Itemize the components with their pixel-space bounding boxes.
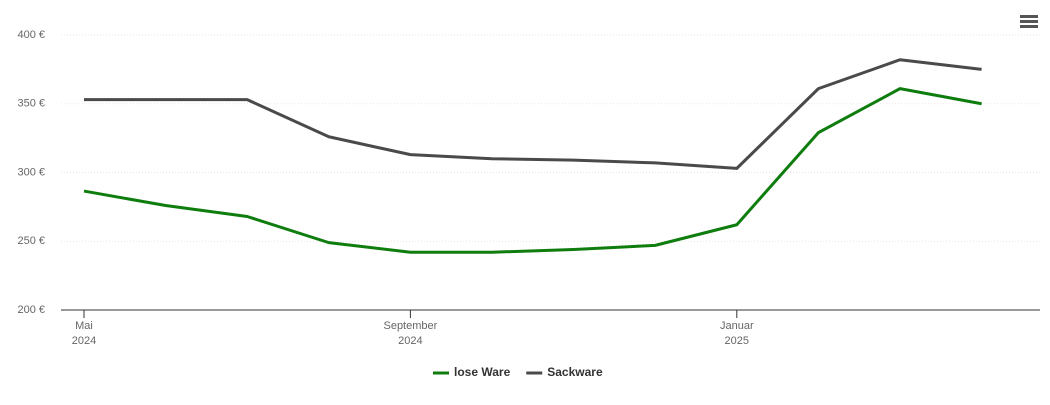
series-line [84, 58, 982, 170]
series-line [83, 87, 982, 254]
x-tick-year: 2024 [398, 335, 422, 347]
x-tick-year: 2025 [725, 335, 749, 347]
legend-label: lose Ware [454, 365, 511, 379]
x-tick-year: 2024 [72, 335, 96, 347]
y-tick-label: 400 € [17, 29, 45, 41]
x-tick-label: Mai [75, 320, 93, 332]
x-tick-label: September [383, 320, 437, 332]
x-tick-label: Januar [720, 320, 754, 332]
menu-button[interactable] [1020, 15, 1038, 28]
y-tick-label: 250 € [17, 235, 45, 247]
legend-label: Sackware [547, 365, 603, 379]
y-tick-label: 300 € [17, 166, 45, 178]
y-tick-label: 200 € [17, 304, 45, 316]
y-tick-label: 350 € [17, 98, 45, 110]
